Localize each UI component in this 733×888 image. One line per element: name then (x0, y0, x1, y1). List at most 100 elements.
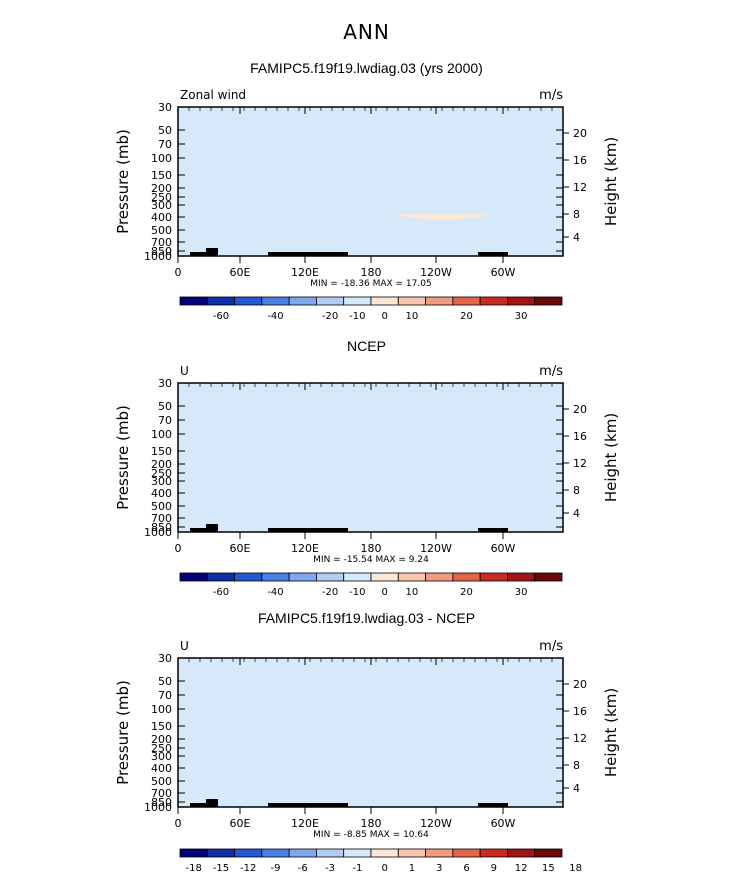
ytick-label: 30 (158, 377, 172, 390)
ytick-label: 250 (151, 467, 172, 480)
panel-3-left-label: U (180, 639, 189, 653)
ytick-label: 1000 (144, 801, 172, 814)
colorbar-swatch-2 (452, 572, 481, 582)
colorbar-swatch-1 (534, 296, 563, 306)
contour-fill-1 (393, 214, 489, 220)
panel-3-minmax: MIN = -8.85 MAX = 10.64 (313, 830, 429, 840)
y2tick-label: 20 (573, 403, 587, 416)
xtick-label: 60W (491, 542, 516, 555)
y2tick-label: 4 (573, 782, 580, 795)
ytick-label: 100 (151, 703, 172, 716)
colorbar-swatch-3 (288, 848, 317, 858)
plot-background-3 (178, 658, 563, 807)
ytick-label: 300 (151, 475, 172, 488)
colorbar-label-2: -60 (213, 587, 229, 598)
xtick-label: 60E (230, 266, 251, 279)
panel-3-ylabel: Pressure (mb) (114, 680, 132, 785)
ytick-label: 150 (151, 445, 172, 458)
colorbar-label-3: 1 (409, 863, 415, 874)
xtick-label: 0 (175, 817, 182, 830)
colorbar-swatch-2 (479, 572, 508, 582)
panel-3-title: FAMIPC5.f19f19.lwdiag.03 - NCEP (257, 610, 476, 626)
ytick-label: 250 (151, 191, 172, 204)
ytick-label: 200 (151, 182, 172, 195)
ytick-label: 50 (158, 675, 172, 688)
colorbar-swatch-1 (179, 296, 208, 306)
colorbar-swatch-3 (206, 848, 235, 858)
ytick-label: 500 (151, 224, 172, 237)
panel-2-left-label: U (180, 364, 189, 378)
colorbar-label-3: 15 (542, 863, 555, 874)
colorbar-label-1: -10 (349, 311, 365, 322)
ytick-label: 200 (151, 458, 172, 471)
colorbar-swatch-2 (179, 572, 208, 582)
xtick-label: 120E (291, 817, 319, 830)
colorbar-swatch-1 (261, 296, 290, 306)
colorbar-swatch-2 (206, 572, 235, 582)
colorbar-label-3: -15 (213, 863, 229, 874)
colorbar-label-3: 0 (381, 863, 387, 874)
colorbar-swatch-1 (343, 296, 372, 306)
ytick-label: 700 (151, 512, 172, 525)
colorbar-label-1: 0 (381, 311, 387, 322)
y2tick-label: 8 (573, 484, 580, 497)
land-1-1 (190, 252, 213, 256)
colorbar-label-3: 12 (515, 863, 528, 874)
panel-2-units: m/s (539, 364, 563, 379)
colorbar-swatch-1 (507, 296, 536, 306)
colorbar-label-3: -9 (271, 863, 281, 874)
colorbar-swatch-2 (425, 572, 454, 582)
land-3-2 (268, 803, 348, 807)
colorbar-swatch-2 (534, 572, 563, 582)
xtick-label: 60E (230, 542, 251, 555)
xtick-label: 120W (420, 542, 452, 555)
panel-2-y2label: Height (km) (602, 413, 620, 502)
y2tick-label: 12 (573, 732, 587, 745)
colorbar-label-3: -6 (298, 863, 308, 874)
colorbar-label-2: 10 (406, 587, 419, 598)
colorbar-swatch-1 (316, 296, 345, 306)
xtick-label: 60W (491, 266, 516, 279)
colorbar-swatch-3 (234, 848, 263, 858)
ytick-label: 250 (151, 742, 172, 755)
panel-1-units: m/s (539, 88, 563, 103)
y2tick-label: 4 (573, 231, 580, 244)
plot-background-1 (178, 107, 563, 256)
colorbar-swatch-3 (261, 848, 290, 858)
xtick-label: 120E (291, 542, 319, 555)
ytick-label: 50 (158, 400, 172, 413)
y2tick-label: 16 (573, 154, 587, 167)
y2tick-label: 12 (573, 457, 587, 470)
panel-2-minmax: MIN = -15.54 MAX = 9.24 (313, 555, 429, 565)
ytick-label: 300 (151, 199, 172, 212)
land-3-1 (190, 803, 213, 807)
panel-1-ylabel: Pressure (mb) (114, 129, 132, 234)
ytick-label: 1000 (144, 250, 172, 263)
land-2-3 (478, 528, 508, 532)
ytick-label: 100 (151, 152, 172, 165)
ytick-label: 70 (158, 138, 172, 151)
colorbar-swatch-3 (179, 848, 208, 858)
colorbar-swatch-1 (479, 296, 508, 306)
xtick-label: 120W (420, 266, 452, 279)
ytick-label: 30 (158, 652, 172, 665)
y2tick-label: 20 (573, 678, 587, 691)
colorbar-swatch-2 (343, 572, 372, 582)
ytick-label: 400 (151, 762, 172, 775)
xtick-label: 0 (175, 542, 182, 555)
colorbar-label-2: -40 (267, 587, 283, 598)
land-2-2 (268, 528, 348, 532)
xtick-label: 60E (230, 817, 251, 830)
colorbar-swatch-2 (234, 572, 263, 582)
ytick-label: 100 (151, 428, 172, 441)
colorbar-swatch-3 (479, 848, 508, 858)
land-hump-2-1 (206, 524, 218, 532)
xtick-label: 180 (361, 542, 382, 555)
ytick-label: 700 (151, 236, 172, 249)
colorbar-swatch-3 (425, 848, 454, 858)
land-hump-3-1 (206, 799, 218, 807)
ytick-label: 150 (151, 169, 172, 182)
ytick-label: 400 (151, 211, 172, 224)
ytick-label: 50 (158, 124, 172, 137)
panel-1-y2label: Height (km) (602, 137, 620, 226)
